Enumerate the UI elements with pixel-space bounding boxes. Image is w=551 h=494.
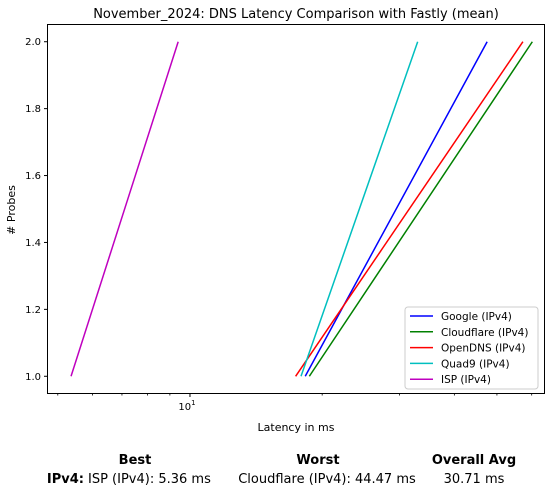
y-tick-label: 1.6 — [25, 171, 41, 182]
x-axis-label: Latency in ms — [258, 421, 335, 434]
summary-row-best: ISP (IPv4): 5.36 ms — [88, 472, 211, 487]
y-tick-label: 1.2 — [25, 305, 41, 316]
legend-box — [404, 306, 539, 390]
series-line — [304, 41, 488, 377]
series-line — [70, 41, 179, 377]
summary-row-label: IPv4: — [47, 472, 84, 487]
plot-frame — [47, 24, 545, 394]
x-tick-label: 101 — [178, 399, 195, 413]
plot-area — [70, 41, 533, 377]
legend-label: ISP (IPv4) — [441, 374, 491, 386]
chart-title: November_2024: DNS Latency Comparison wi… — [93, 7, 499, 22]
summary-header-avg: Overall Avg — [432, 453, 516, 468]
y-tick-label: 1.8 — [25, 104, 41, 115]
legend-label: OpenDNS (IPv4) — [441, 343, 526, 355]
series-line — [300, 41, 419, 377]
summary-row-worst: Cloudflare (IPv4): 44.47 ms — [238, 472, 416, 487]
y-axis-label: # Probes — [5, 185, 18, 235]
summary-header-best: Best — [119, 453, 152, 468]
legend-label: Quad9 (IPv4) — [441, 358, 510, 370]
y-tick-label: 2.0 — [25, 37, 41, 48]
summary-row-avg: 30.71 ms — [444, 472, 505, 487]
summary-table: Best Worst Overall Avg IPv4: ISP (IPv4):… — [47, 453, 516, 487]
series-line — [308, 41, 533, 377]
summary-header-worst: Worst — [296, 453, 339, 468]
y-tick-label: 1.0 — [25, 372, 41, 383]
legend-label: Google (IPv4) — [441, 311, 512, 323]
legend-label: Cloudflare (IPv4) — [441, 327, 528, 339]
legend: Google (IPv4) Cloudflare (IPv4) OpenDNS (I… — [404, 306, 539, 390]
series-line — [294, 41, 524, 377]
y-tick-label: 1.4 — [25, 238, 41, 249]
